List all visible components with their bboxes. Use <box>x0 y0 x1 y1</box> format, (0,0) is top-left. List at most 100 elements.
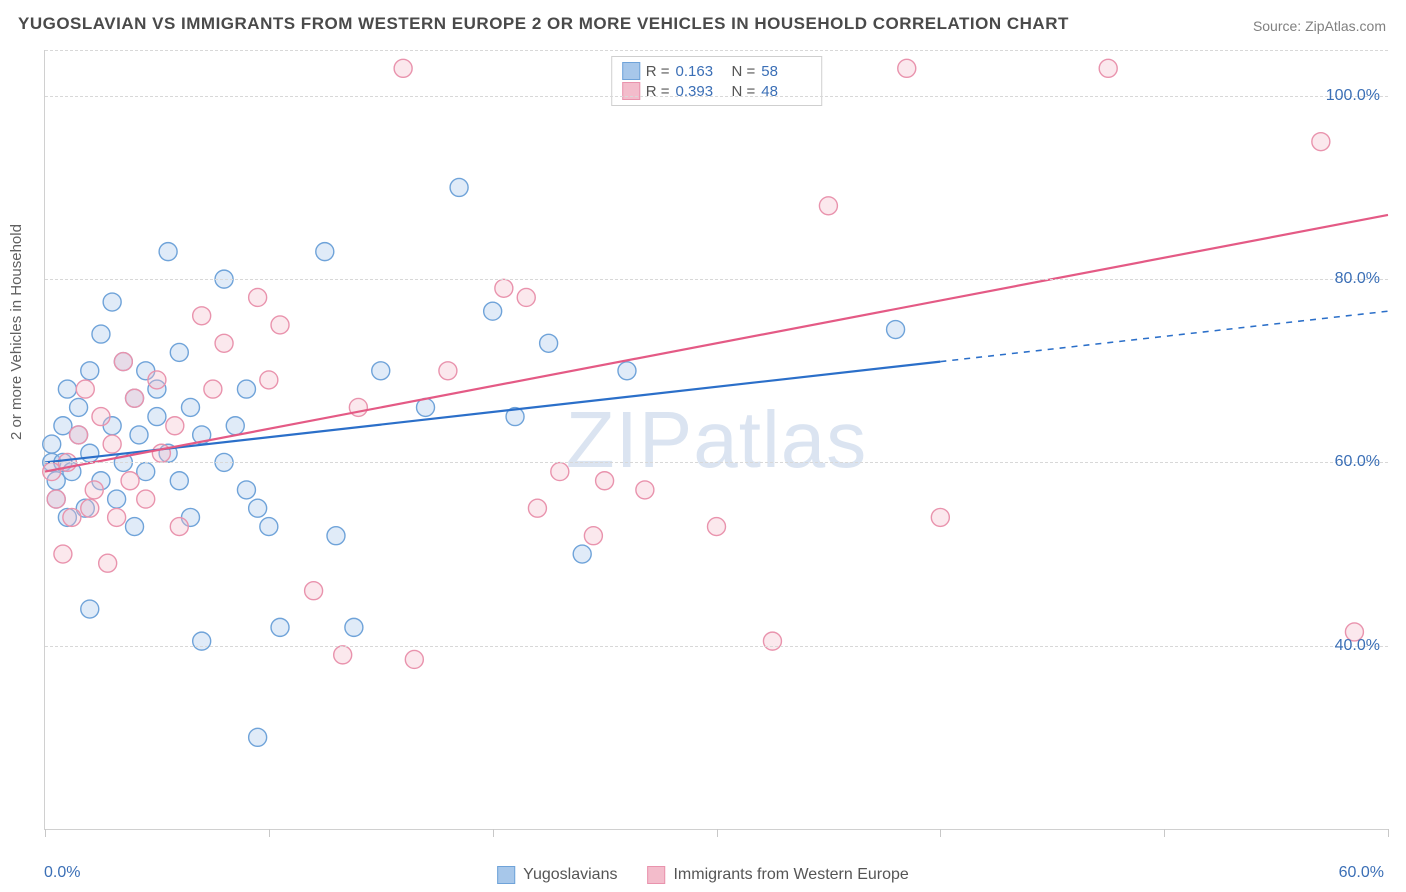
regression-line-dashed <box>940 311 1388 361</box>
x-tick <box>493 829 494 837</box>
scatter-point <box>517 288 535 306</box>
scatter-point <box>193 307 211 325</box>
scatter-point <box>708 518 726 536</box>
x-min-label: 0.0% <box>44 864 80 882</box>
plot-svg <box>45 50 1388 829</box>
scatter-point <box>121 472 139 490</box>
scatter-point <box>170 518 188 536</box>
legend-label: Immigrants from Western Europe <box>673 866 908 884</box>
x-tick <box>940 829 941 837</box>
scatter-point <box>540 334 558 352</box>
stat-label-N: N = <box>732 63 756 80</box>
scatter-point <box>271 618 289 636</box>
scatter-point <box>108 490 126 508</box>
scatter-point <box>439 362 457 380</box>
regression-line <box>45 215 1388 472</box>
legend-label: Yugoslavians <box>523 866 617 884</box>
scatter-point <box>70 398 88 416</box>
scatter-point <box>931 508 949 526</box>
scatter-point <box>63 508 81 526</box>
stat-value-R: 0.393 <box>676 83 726 100</box>
scatter-point <box>159 243 177 261</box>
scatter-point <box>249 288 267 306</box>
bottom-legend: Yugoslavians Immigrants from Western Euro… <box>497 866 909 884</box>
legend-swatch <box>622 62 640 80</box>
scatter-point <box>166 417 184 435</box>
scatter-point <box>54 545 72 563</box>
scatter-point <box>249 499 267 517</box>
scatter-point <box>1099 59 1117 77</box>
scatter-point <box>495 279 513 297</box>
y-tick-label: 100.0% <box>1326 87 1380 105</box>
scatter-point <box>636 481 654 499</box>
gridline <box>45 50 1388 51</box>
stats-row: R =0.163N =58 <box>622 61 812 81</box>
stat-label-N: N = <box>732 83 756 100</box>
gridline <box>45 462 1388 463</box>
scatter-point <box>181 398 199 416</box>
scatter-point <box>551 463 569 481</box>
scatter-point <box>345 618 363 636</box>
scatter-point <box>372 362 390 380</box>
scatter-point <box>43 435 61 453</box>
scatter-point <box>898 59 916 77</box>
scatter-point <box>271 316 289 334</box>
regression-line <box>45 362 940 463</box>
scatter-point <box>81 444 99 462</box>
scatter-point <box>70 426 88 444</box>
x-tick <box>45 829 46 837</box>
scatter-point <box>99 554 117 572</box>
scatter-point <box>887 321 905 339</box>
stats-row: R = 0.393 N = 48 <box>622 81 812 101</box>
scatter-point <box>130 426 148 444</box>
stat-value-R: 0.163 <box>676 63 726 80</box>
scatter-point <box>148 371 166 389</box>
scatter-point <box>237 380 255 398</box>
y-tick-label: 80.0% <box>1335 270 1380 288</box>
scatter-point <box>108 508 126 526</box>
scatter-point <box>819 197 837 215</box>
x-tick <box>1388 829 1389 837</box>
scatter-point <box>405 650 423 668</box>
scatter-point <box>54 417 72 435</box>
x-tick <box>269 829 270 837</box>
scatter-point <box>450 178 468 196</box>
source-label: Source: ZipAtlas.com <box>1253 18 1386 34</box>
stat-label-R: R = <box>646 63 670 80</box>
scatter-point <box>334 646 352 664</box>
scatter-point <box>76 380 94 398</box>
scatter-point <box>618 362 636 380</box>
scatter-point <box>260 518 278 536</box>
legend-item: Yugoslavians <box>497 866 617 884</box>
legend-swatch <box>497 866 515 884</box>
y-tick-label: 60.0% <box>1335 453 1380 471</box>
scatter-point <box>204 380 222 398</box>
gridline <box>45 96 1388 97</box>
scatter-point <box>763 632 781 650</box>
scatter-point <box>81 600 99 618</box>
scatter-point <box>226 417 244 435</box>
y-tick-label: 40.0% <box>1335 637 1380 655</box>
scatter-point <box>170 472 188 490</box>
stat-value-N: 48 <box>761 83 811 100</box>
scatter-point <box>528 499 546 517</box>
scatter-point <box>92 408 110 426</box>
legend-swatch <box>622 82 640 100</box>
x-max-label: 60.0% <box>1339 864 1384 882</box>
scatter-point <box>237 481 255 499</box>
x-tick <box>1164 829 1165 837</box>
legend-item: Immigrants from Western Europe <box>647 866 908 884</box>
gridline <box>45 646 1388 647</box>
scatter-point <box>316 243 334 261</box>
scatter-point <box>215 334 233 352</box>
plot-area: ZIPatlas R =0.163N =58R =0.393N =48 40.0… <box>44 50 1388 830</box>
scatter-point <box>85 481 103 499</box>
legend-swatch <box>647 866 665 884</box>
scatter-point <box>484 302 502 320</box>
scatter-point <box>103 435 121 453</box>
scatter-point <box>152 444 170 462</box>
gridline <box>45 279 1388 280</box>
stat-label-R: R = <box>646 83 670 100</box>
scatter-point <box>137 463 155 481</box>
scatter-point <box>1312 133 1330 151</box>
